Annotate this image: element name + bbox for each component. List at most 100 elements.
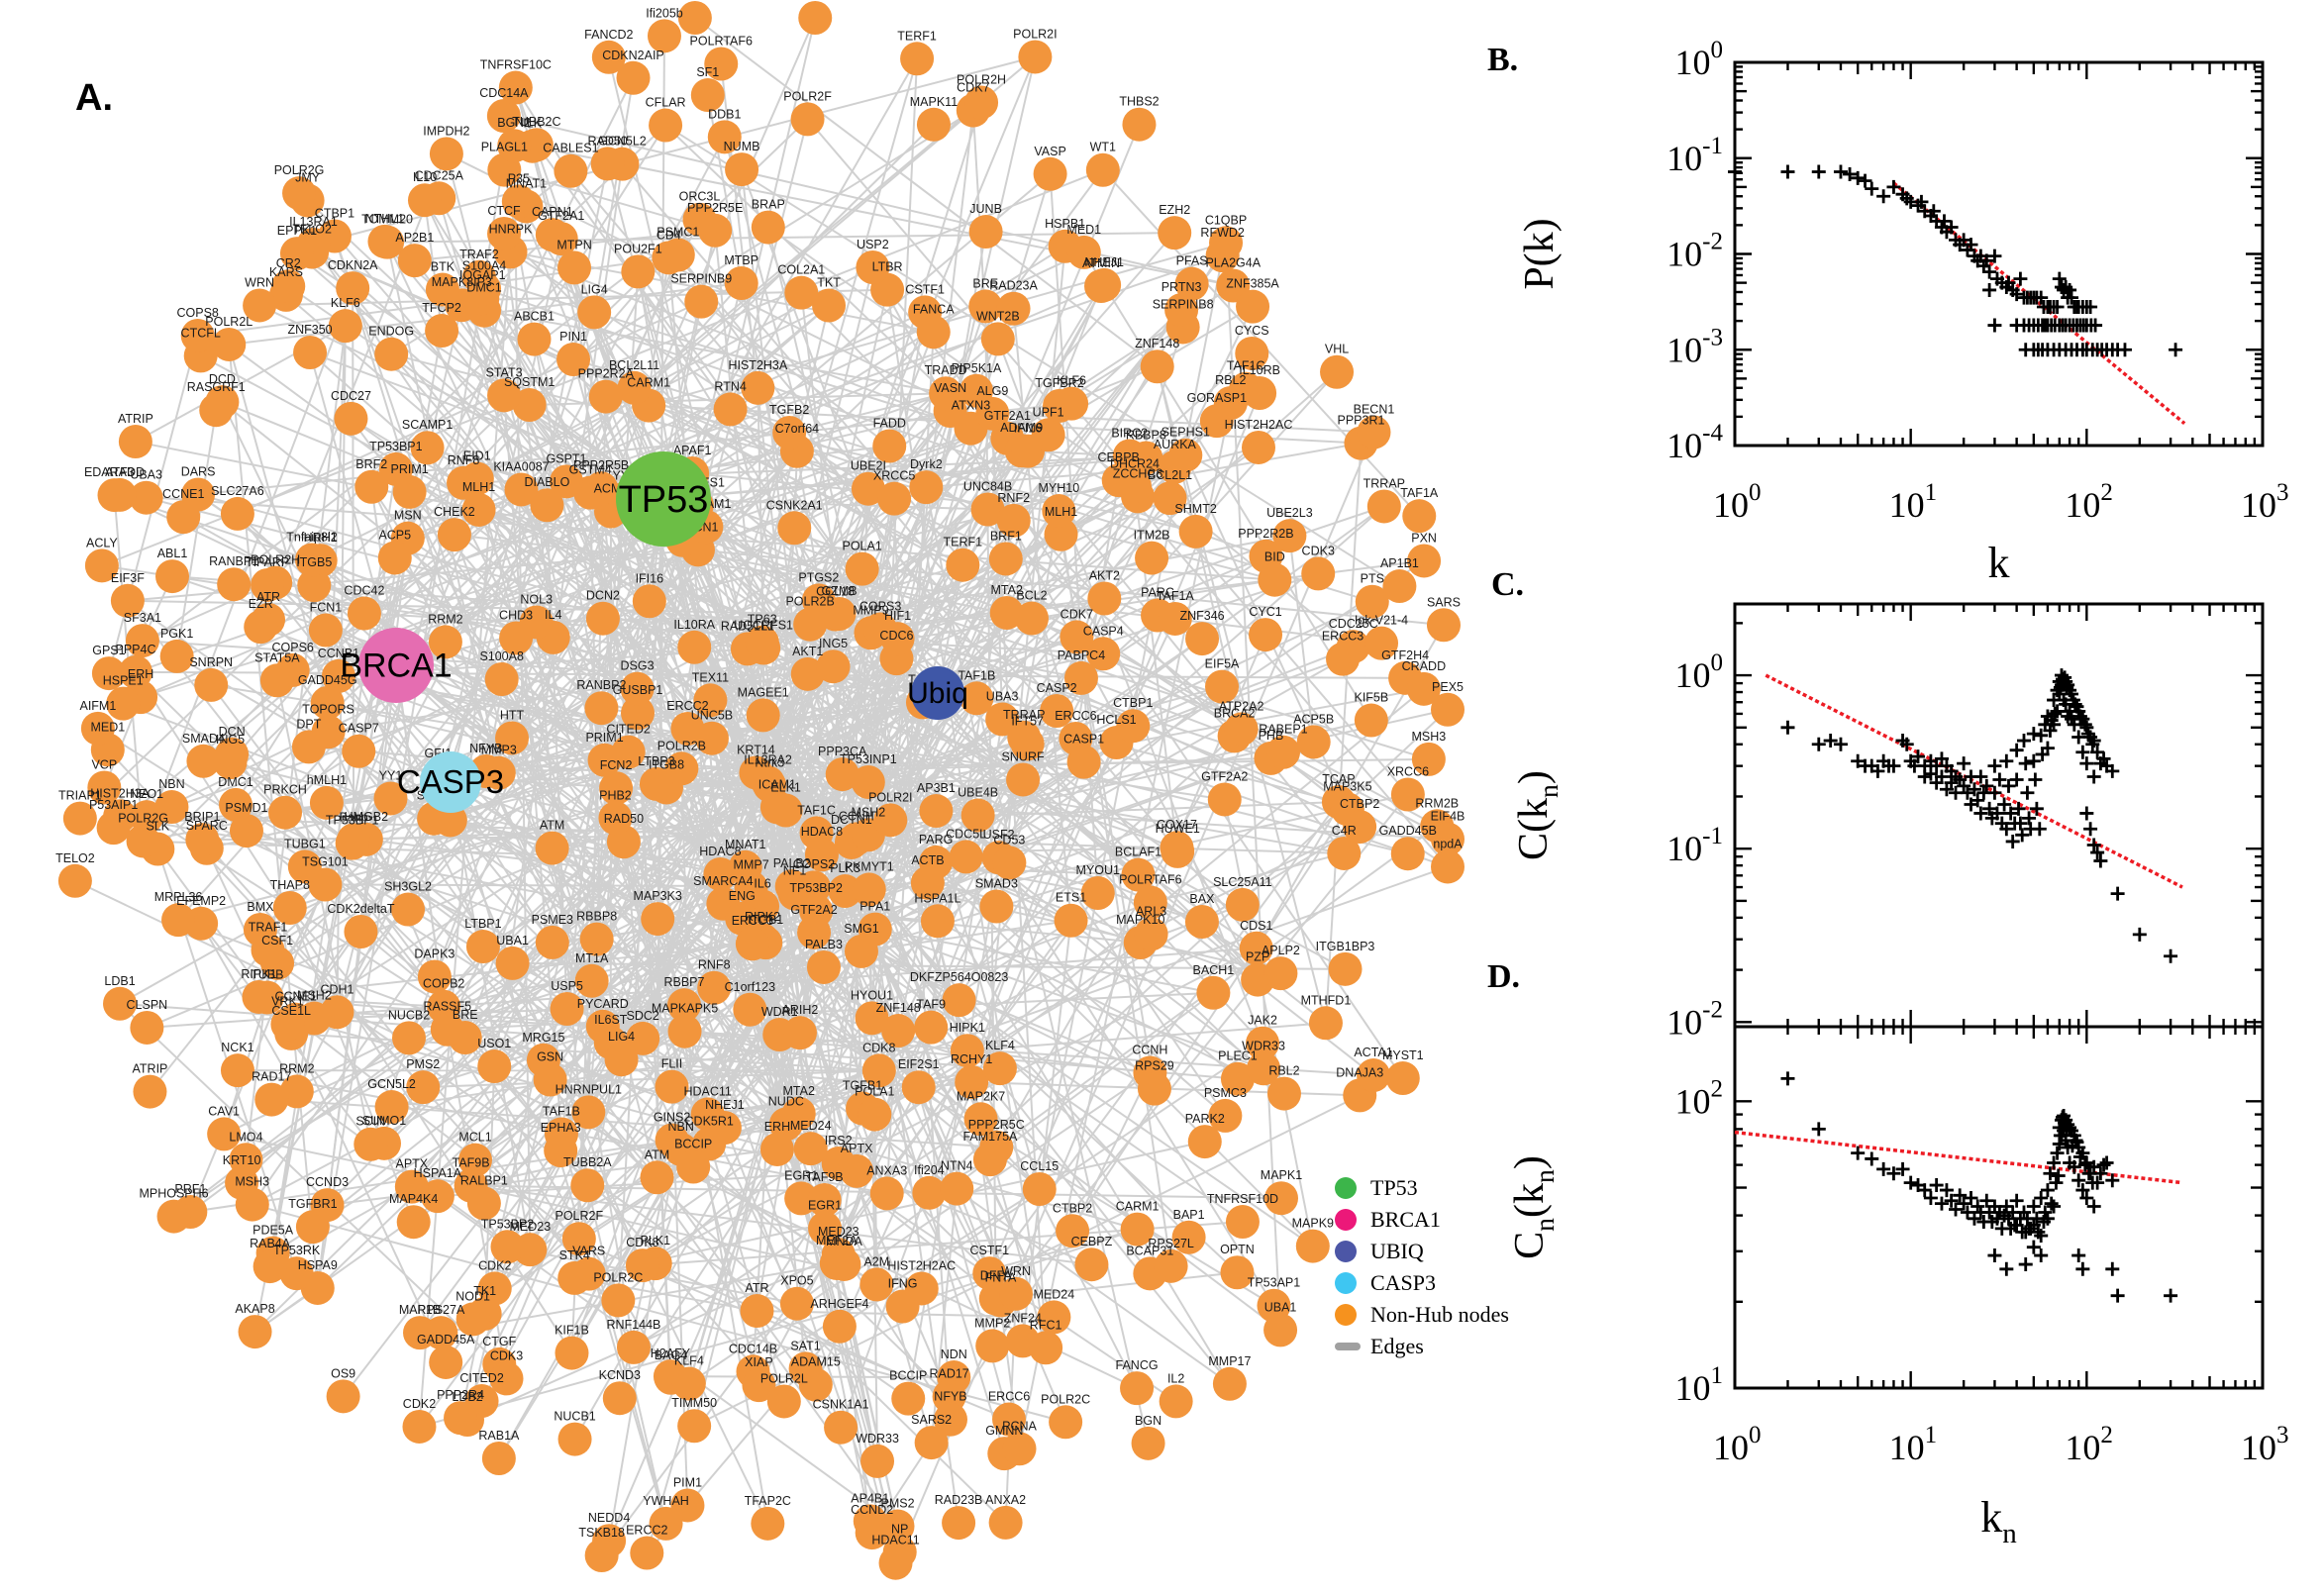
network-node-label: SERPINB9 <box>670 272 732 286</box>
network-node-label: ATXN3 <box>952 399 990 413</box>
network-node <box>1002 1432 1037 1466</box>
network-edge <box>637 712 1239 1273</box>
network-node <box>1236 289 1270 324</box>
network-edge <box>172 657 898 1218</box>
network-node-label: HMGB2 <box>345 810 389 824</box>
network-node <box>155 559 190 594</box>
network-node-label: COX17 <box>1157 818 1197 832</box>
network-node <box>354 469 389 504</box>
network-node-label: POLR2L <box>760 1371 808 1385</box>
network-node <box>1212 1366 1247 1401</box>
network-node <box>557 1422 592 1456</box>
network-node-label: RBL2 <box>1268 1064 1299 1078</box>
network-node <box>428 625 462 659</box>
network-node-label: UNC5B <box>691 709 733 723</box>
network-node-label: WNT2B <box>976 309 1020 323</box>
network-node-label: IFI16 <box>1014 422 1043 436</box>
scatter-point <box>1999 822 2014 837</box>
x-tick-label: 101 <box>1889 479 1938 525</box>
network-node-label: HDAC8 <box>699 845 741 858</box>
network-node-label: RFWD2 <box>1200 226 1244 240</box>
network-node-label: MLH1 <box>1045 505 1077 519</box>
network-node <box>498 70 533 105</box>
network-node <box>1265 735 1300 769</box>
network-node <box>447 465 481 500</box>
network-edge <box>842 773 1314 1247</box>
network-node <box>851 764 885 799</box>
network-node-label: MAPK1 <box>1261 1168 1302 1182</box>
network-node-label: RAD17 <box>252 1070 291 1084</box>
network-edge <box>741 168 939 694</box>
y-tick-label: 101 <box>1675 1362 1724 1408</box>
scatter-point <box>1944 1193 1959 1208</box>
network-node-label: BMX <box>247 900 274 914</box>
scatter-point <box>2009 743 2024 757</box>
network-node-label: ITGB1 <box>748 913 783 927</box>
network-node <box>790 102 825 137</box>
network-edge <box>602 855 967 1028</box>
network-node-label: ADAM15 <box>791 1355 841 1369</box>
network-node-label: EGR1 <box>808 1199 842 1213</box>
scatter-point <box>2077 717 2092 732</box>
network-node-label: GUSBP1 <box>613 683 663 697</box>
network-node-label: CSF1 <box>261 934 293 948</box>
network-node-label: XRCC6 <box>1387 765 1429 779</box>
network-node <box>486 98 521 133</box>
network-node-label: PRF1 <box>174 1182 206 1196</box>
network-node-label: GSPT1 <box>547 451 587 465</box>
network-node <box>1390 837 1425 871</box>
network-node <box>186 744 221 778</box>
network-node-label: BRE <box>972 276 998 290</box>
network-node-label: IL6ST <box>594 1013 628 1027</box>
network-node <box>1037 1300 1071 1335</box>
network-node-label: PMS2 <box>406 1057 440 1071</box>
network-node-label: RANBP1 <box>209 554 258 568</box>
network-node-label: C1QBP <box>1205 213 1247 227</box>
network-node-label: PSMC3 <box>1204 1086 1247 1100</box>
network-node-label: BGN <box>1135 1414 1162 1428</box>
network-edge <box>407 450 798 911</box>
network-node-label: GORASP1 <box>1187 391 1247 405</box>
network-node <box>291 730 326 764</box>
network-node-label: MAP4K4 <box>389 1192 438 1206</box>
network-node <box>556 343 591 377</box>
network-node-label: MRG15 <box>522 1031 564 1045</box>
network-node <box>909 470 944 505</box>
network-node <box>746 698 780 733</box>
network-node-label: MAP3K5 <box>1323 779 1371 793</box>
network-node-label: TKT <box>817 276 841 290</box>
scatter-point <box>1944 220 1959 235</box>
network-node <box>798 1 833 35</box>
network-edge <box>135 441 1033 620</box>
scatter-point <box>2026 1240 2041 1254</box>
scatter-point <box>2040 1183 2055 1198</box>
network-node-label: MED24 <box>1034 1287 1075 1301</box>
scatter-point <box>2079 1191 2094 1206</box>
network-node-label: ARHGEF4 <box>810 1297 868 1311</box>
network-node-label: FLII <box>661 1057 683 1071</box>
network-node-label: CDC25C <box>1329 617 1378 631</box>
network-node-label: CTBP2 <box>1340 797 1379 811</box>
axis-labels: 100 10-1 10-2 C(kn​) <box>1511 649 1723 1042</box>
network-node <box>396 1205 431 1240</box>
scatter-point <box>2003 806 2018 821</box>
network-node <box>584 691 619 726</box>
scatter-point <box>2050 704 2065 719</box>
panel-c-label: C. <box>1491 566 1525 603</box>
network-node <box>159 639 194 673</box>
network-node-label: ABL1 <box>157 547 188 560</box>
network-node-label: TIPARP <box>246 555 289 569</box>
network-node-label: BCLAF1 <box>1115 846 1162 859</box>
network-node-label: BAP1 <box>1173 1208 1205 1222</box>
network-edge <box>274 152 448 583</box>
network-node <box>577 295 612 330</box>
network-node <box>378 451 413 486</box>
network-edge <box>532 145 1234 287</box>
network-node <box>1174 266 1209 301</box>
network-node <box>955 1064 989 1099</box>
network-node <box>1207 782 1242 817</box>
network-node <box>1178 514 1213 549</box>
network-node <box>1205 669 1240 704</box>
network-node <box>417 959 452 994</box>
